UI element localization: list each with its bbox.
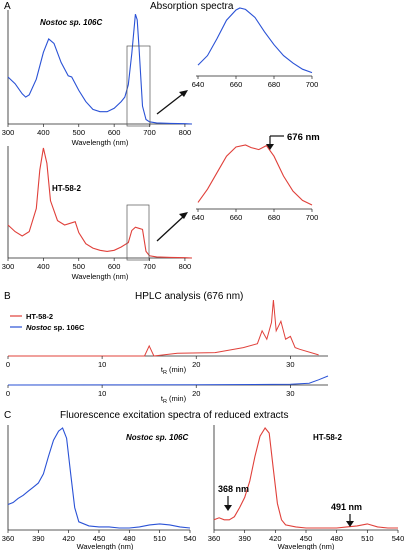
panel-letter-b: B bbox=[4, 291, 11, 302]
a1-inset-tick-label-660: 660 bbox=[230, 80, 243, 89]
panel-title-b: HPLC analysis (676 nm) bbox=[135, 291, 243, 302]
c1-tick-label-540: 540 bbox=[184, 534, 197, 543]
b-top-tick-label-10: 10 bbox=[98, 360, 106, 369]
a2-x-axis-label: Wavelength (nm) bbox=[72, 272, 129, 281]
a2-inset-series-line bbox=[197, 144, 313, 206]
a1-zoom-arrowhead bbox=[179, 90, 188, 97]
c1-tick-label-450: 450 bbox=[93, 534, 106, 543]
c2-tick-label-450: 450 bbox=[300, 534, 313, 543]
a1-tick-label-800: 800 bbox=[179, 128, 192, 137]
c1-series-label: Nostoc sp. 106C bbox=[126, 433, 188, 442]
c2-series-line bbox=[213, 427, 398, 529]
chart-a2-inset: 640 660 680 700 676 nm bbox=[192, 132, 320, 222]
b-bottom-tick-label-30: 30 bbox=[286, 389, 294, 398]
a1-zoom-arrow bbox=[156, 92, 185, 115]
b-bottom-x-label: tR bbox=[161, 394, 167, 405]
a1-inset-tick-label-640: 640 bbox=[192, 80, 205, 89]
c2-arrowhead-491 bbox=[346, 521, 354, 527]
chart-a1: 300 400 500 600 700 800 Wavelength (nm) Nosto… bbox=[2, 10, 193, 147]
chart-b: 0 10 20 30 0 10 20 30 tR (min) tR (min) HT-58-… bbox=[6, 299, 329, 405]
c1-tick-label-480: 480 bbox=[123, 534, 136, 543]
b-top-x-label: tR bbox=[161, 365, 167, 376]
a2-tick-label-800: 800 bbox=[179, 262, 192, 271]
b-bottom-tick-label-10: 10 bbox=[98, 389, 106, 398]
a1-tick-label-600: 600 bbox=[108, 128, 121, 137]
a2-inset-tick-label-700: 700 bbox=[306, 213, 319, 222]
a2-tick-label-400: 400 bbox=[37, 262, 50, 271]
b-legend-label-blue: Nostoc sp. 106C bbox=[26, 323, 85, 332]
b-top-tick-label-30: 30 bbox=[286, 360, 294, 369]
a2-zoom-arrow bbox=[156, 215, 185, 242]
a1-tick-label-700: 700 bbox=[143, 128, 156, 137]
chart-a2: 300 400 500 600 700 800 Wavelength (nm) HT-58… bbox=[2, 146, 193, 281]
chart-a1-inset: 640 660 680 700 bbox=[192, 7, 319, 89]
c1-tick-label-510: 510 bbox=[153, 534, 166, 543]
b-bottom-tick-label-0: 0 bbox=[6, 389, 10, 398]
a2-series-label: HT-58-2 bbox=[52, 184, 81, 193]
c2-series-label: HT-58-2 bbox=[313, 433, 342, 442]
c2-arrowhead-368 bbox=[224, 505, 232, 511]
a2-series-line bbox=[7, 147, 193, 259]
a2-x-ticks: 300 400 500 600 700 800 bbox=[2, 258, 191, 271]
c2-x-ticks: 360 390 420 450 480 510 540 bbox=[208, 530, 404, 543]
a2-zoom-box bbox=[126, 204, 150, 261]
b-top-tick-label-0: 0 bbox=[6, 360, 10, 369]
a1-x-ticks: 300 400 500 600 700 800 bbox=[2, 124, 191, 137]
a2-peak-arrowhead bbox=[266, 144, 274, 150]
a1-tick-label-300: 300 bbox=[2, 128, 15, 137]
a2-inset-tick-label-680: 680 bbox=[268, 213, 281, 222]
c2-x-axis-label: Wavelength (nm) bbox=[278, 542, 335, 550]
a2-zoom-arrowhead bbox=[179, 212, 188, 219]
c2-annotation-491: 491 nm bbox=[331, 502, 362, 512]
panel-letter-a: A bbox=[4, 1, 11, 12]
a1-inset-tick-label-680: 680 bbox=[268, 80, 281, 89]
a2-tick-label-600: 600 bbox=[108, 262, 121, 271]
a1-series-label: Nostoc sp. 106C bbox=[40, 18, 102, 27]
b-top-tick-label-20: 20 bbox=[192, 360, 200, 369]
b-bottom-x-ticks: 0 10 20 30 bbox=[6, 385, 295, 398]
a2-peak-label: 676 nm bbox=[287, 132, 320, 143]
a1-tick-label-500: 500 bbox=[73, 128, 86, 137]
c1-tick-label-390: 390 bbox=[32, 534, 45, 543]
a1-x-axis-label: Wavelength (nm) bbox=[72, 138, 129, 147]
panel-title-c: Fluorescence excitation spectra of reduc… bbox=[60, 410, 288, 421]
a1-inset-x-ticks: 640 660 680 700 bbox=[192, 76, 319, 89]
b-series-line-red bbox=[8, 299, 319, 357]
b-bottom-x-unit: (min) bbox=[169, 394, 187, 403]
b-top-x-ticks: 0 10 20 30 bbox=[6, 356, 295, 369]
c2-tick-label-360: 360 bbox=[208, 534, 221, 543]
a1-zoom-box bbox=[126, 45, 151, 127]
chart-c2: 360 390 420 450 480 510 540 Wavelength (nm) HT… bbox=[208, 425, 404, 550]
a2-inset-tick-label-660: 660 bbox=[230, 213, 243, 222]
panel-title-a: Absorption spectra bbox=[150, 1, 234, 12]
c1-x-ticks: 360 390 420 450 480 510 540 bbox=[2, 530, 197, 543]
a1-inset-tick-label-700: 700 bbox=[306, 80, 319, 89]
b-series-line-blue bbox=[7, 375, 329, 386]
panel-letter-c: C bbox=[4, 410, 11, 421]
c2-tick-label-390: 390 bbox=[238, 534, 251, 543]
chart-c1: 360 390 420 450 480 510 540 Wavelength (nm) No… bbox=[2, 425, 197, 550]
c1-x-axis-label: Wavelength (nm) bbox=[77, 542, 134, 550]
b-top-x-unit: (min) bbox=[169, 365, 187, 374]
c2-tick-label-510: 510 bbox=[361, 534, 374, 543]
c2-tick-label-540: 540 bbox=[392, 534, 404, 543]
c1-tick-label-420: 420 bbox=[62, 534, 75, 543]
c1-series-line bbox=[7, 427, 191, 529]
b-bottom-tick-label-20: 20 bbox=[192, 389, 200, 398]
c2-tick-label-420: 420 bbox=[269, 534, 282, 543]
a2-inset-tick-label-640: 640 bbox=[192, 213, 205, 222]
a2-tick-label-700: 700 bbox=[143, 262, 156, 271]
c2-annotation-368: 368 nm bbox=[218, 484, 249, 494]
a1-tick-label-400: 400 bbox=[37, 128, 50, 137]
b-legend-label-red: HT-58-2 bbox=[26, 312, 53, 321]
c2-tick-label-480: 480 bbox=[330, 534, 343, 543]
a1-inset-series-line bbox=[197, 7, 313, 74]
a2-inset-x-ticks: 640 660 680 700 bbox=[192, 209, 319, 222]
a1-series-line bbox=[7, 14, 193, 125]
c1-tick-label-360: 360 bbox=[2, 534, 15, 543]
a2-tick-label-300: 300 bbox=[2, 262, 15, 271]
a2-tick-label-500: 500 bbox=[73, 262, 86, 271]
